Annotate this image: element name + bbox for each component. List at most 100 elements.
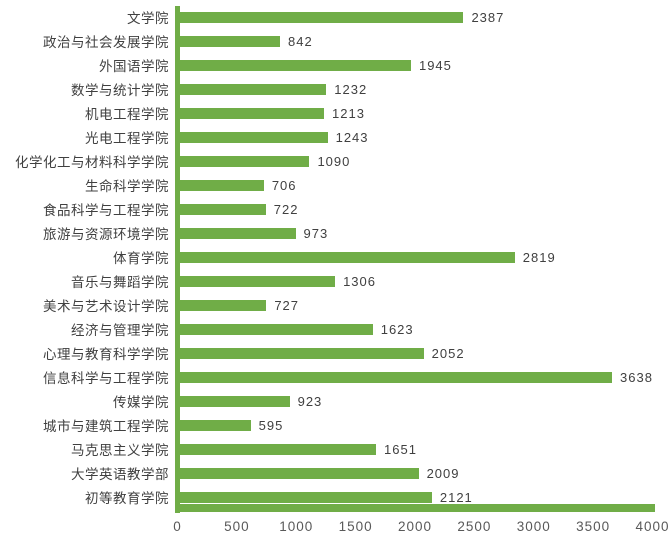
bar-row: 文学院 2387 [0,5,669,29]
bar-row: 美术与艺术设计学院 727 [0,293,669,317]
category-label: 化学化工与材料科学学院 [15,155,169,170]
bar [180,491,432,503]
bar-row: 旅游与资源环境学院 973 [0,221,669,245]
bar-track: 706 [180,173,669,197]
bar [180,179,264,191]
bar-row: 心理与教育科学学院 2052 [0,341,669,365]
category-label: 马克思主义学院 [71,443,169,458]
bar-track: 595 [180,413,669,437]
value-label: 1651 [384,441,417,457]
category-label: 数学与统计学院 [71,83,169,98]
category-label: 外国语学院 [99,59,169,74]
bar-row: 化学化工与材料科学学院 1090 [0,149,669,173]
bar-row: 信息科学与工程学院 3638 [0,365,669,389]
bar-row: 食品科学与工程学院 722 [0,197,669,221]
value-label: 1623 [380,321,414,337]
bar-row: 初等教育学院 2121 [0,485,669,509]
bar [180,419,251,431]
value-label: 1243 [335,129,369,145]
x-tick-label: 0 [173,519,182,534]
bar [180,83,327,95]
bar-track: 2387 [180,5,669,29]
bar [180,107,325,119]
bar-row: 生命科学学院 706 [0,173,669,197]
bar [180,155,310,167]
category-label: 政治与社会发展学院 [43,35,169,50]
bar-track: 1090 [180,149,669,173]
bar-track: 1623 [180,317,669,341]
value-label: 1213 [332,105,365,121]
bar [180,275,336,287]
category-label: 信息科学与工程学院 [43,371,169,386]
bar [180,227,296,239]
bar [180,11,464,23]
bar-row: 机电工程学院 1213 [0,101,669,125]
value-label: 1945 [418,57,452,73]
category-label: 食品科学与工程学院 [43,203,169,218]
bar-track: 1306 [180,269,669,293]
bar-row: 经济与管理学院 1623 [0,317,669,341]
category-label: 生命科学学院 [85,179,169,194]
value-label: 722 [273,201,299,217]
value-label: 842 [287,33,313,49]
category-label: 旅游与资源环境学院 [43,227,169,242]
bar-row: 数学与统计学院 1232 [0,77,669,101]
category-label: 城市与建筑工程学院 [43,419,169,434]
x-tick-label: 500 [224,519,250,534]
value-label: 2819 [522,249,556,265]
x-tick-label: 2000 [397,519,433,534]
value-label: 595 [258,417,284,433]
bar-track: 1243 [180,125,669,149]
category-label: 体育学院 [113,251,169,266]
bar-track: 1232 [180,77,669,101]
bar [180,299,267,311]
x-tick-label: 2500 [457,519,492,534]
bar [180,443,377,455]
bar-track: 2121 [180,485,669,509]
bar-track: 1651 [180,437,669,461]
category-label: 美术与艺术设计学院 [43,299,169,314]
value-label: 2052 [431,345,465,361]
category-label: 文学院 [127,11,169,26]
bar-track: 973 [180,221,669,245]
category-label: 音乐与舞蹈学院 [71,275,169,290]
bar [180,131,328,143]
value-label: 3638 [620,369,653,385]
value-label: 2121 [439,489,473,505]
value-label: 706 [271,177,297,193]
bar-track: 842 [180,29,669,53]
bar [180,395,290,407]
bar [180,371,612,383]
bar-row: 光电工程学院 1243 [0,125,669,149]
bar-track: 1213 [180,101,669,125]
x-axis-line [175,504,655,512]
value-label: 2009 [426,465,460,481]
bar-track: 2052 [180,341,669,365]
x-tick-label: 4000 [635,519,669,534]
value-label: 727 [274,297,300,313]
x-tick-label: 3500 [576,519,611,534]
bar-track: 722 [180,197,669,221]
bar [180,251,515,263]
x-tick-label: 1000 [279,519,314,534]
category-label: 传媒学院 [113,395,169,410]
x-tick-label: 3000 [516,519,551,534]
bar-row: 城市与建筑工程学院 595 [0,413,669,437]
value-label: 1090 [317,153,351,169]
value-label: 1232 [334,81,368,97]
bar-track: 727 [180,293,669,317]
category-label: 机电工程学院 [85,107,169,122]
bar-track: 2009 [180,461,669,485]
category-label: 心理与教育科学学院 [43,347,169,362]
bar-row: 马克思主义学院 1651 [0,437,669,461]
bar [180,203,266,215]
value-label: 2387 [471,9,505,25]
bar [180,467,419,479]
bar-track: 923 [180,389,669,413]
bar-row: 音乐与舞蹈学院 1306 [0,269,669,293]
bar-track: 1945 [180,53,669,77]
category-label: 大学英语教学部 [71,467,169,482]
category-label: 光电工程学院 [85,131,169,146]
bar-row: 体育学院 2819 [0,245,669,269]
